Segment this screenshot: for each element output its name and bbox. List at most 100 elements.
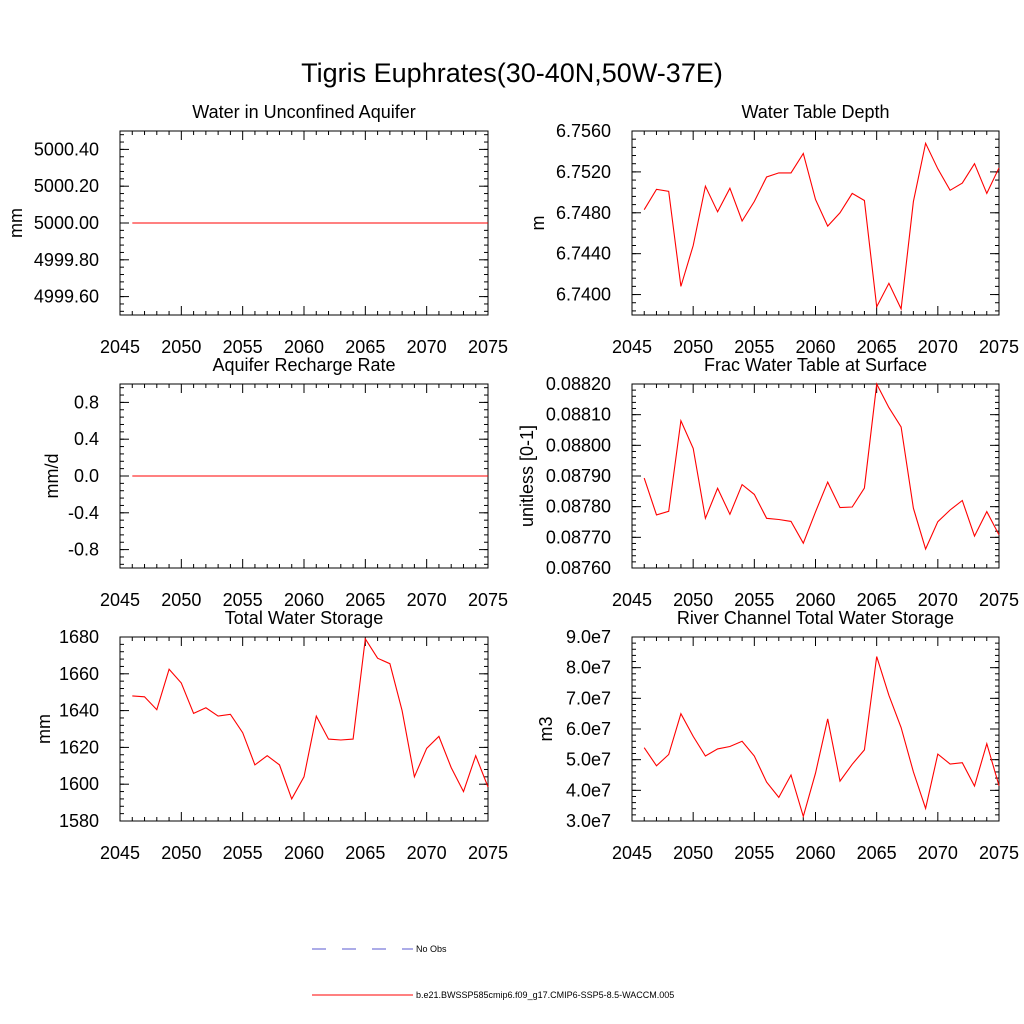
series-line (643, 382, 1000, 551)
y-tick-label: 1660 (59, 664, 99, 684)
chart-panel-2: Water Table Depth m 2045 2050 2055 2060 2065 20… (528, 102, 1019, 357)
x-tick-label: 2060 (795, 843, 835, 863)
x-tick-label: 2070 (407, 843, 447, 863)
series-line (132, 637, 489, 801)
y-tick-label: 0.0 (74, 466, 99, 486)
y-tick-label: 0.08770 (546, 527, 611, 547)
x-tick-label: 2055 (734, 590, 774, 610)
x-tick-label: 2070 (918, 337, 958, 357)
x-tick-label: 2045 (612, 843, 652, 863)
x-tick-label: 2065 (857, 843, 897, 863)
panel-title: River Channel Total Water Storage (677, 608, 954, 628)
y-tick-label: 0.08820 (546, 374, 611, 394)
x-tick-label: 2070 (918, 590, 958, 610)
x-tick-label: 2075 (979, 590, 1019, 610)
x-tick-label: 2050 (673, 843, 713, 863)
x-tick-label: 2055 (223, 337, 263, 357)
chart-panel-3: Aquifer Recharge Rate mm/d 2045 2050 2055 206… (42, 355, 508, 610)
panel-title: Aquifer Recharge Rate (212, 355, 395, 375)
y-tick-label: 0.08810 (546, 405, 611, 425)
series-line (643, 656, 1000, 819)
x-tick-label: 2055 (734, 843, 774, 863)
panel-title: Water Table Depth (741, 102, 889, 122)
y-tick-label: -0.8 (68, 540, 99, 560)
plot-frame (631, 383, 1000, 569)
y-tick-label: 6.7560 (556, 121, 611, 141)
x-tick-label: 2070 (407, 337, 447, 357)
x-tick-label: 2060 (284, 843, 324, 863)
x-tick-label: 2060 (284, 337, 324, 357)
y-axis-label: mm/d (42, 454, 62, 499)
y-tick-label: 1620 (59, 737, 99, 757)
plot-frame (631, 130, 1000, 316)
y-tick-label: 0.08760 (546, 558, 611, 578)
chart-panel-5: Total Water Storage mm 2045 2050 2055 2060 206… (34, 608, 508, 863)
x-tick-label: 2050 (673, 337, 713, 357)
y-tick-label: 4.0e7 (566, 780, 611, 800)
x-tick-label: 2060 (284, 590, 324, 610)
y-tick-label: 1640 (59, 701, 99, 721)
x-tick-label: 2045 (100, 337, 140, 357)
x-tick-label: 2070 (407, 590, 447, 610)
y-tick-label: 0.4 (74, 429, 99, 449)
x-tick-label: 2055 (223, 590, 263, 610)
y-tick-label: 4999.80 (34, 250, 99, 270)
legend: No Obs b.e21.BWSSP585cmip6.f09_g17.CMIP6-… (312, 944, 674, 1000)
x-tick-label: 2055 (223, 843, 263, 863)
y-tick-label: 0.08800 (546, 435, 611, 455)
x-tick-label: 2050 (161, 590, 201, 610)
x-tick-label: 2060 (795, 590, 835, 610)
y-tick-label: 0.8 (74, 392, 99, 412)
panel-title: Frac Water Table at Surface (704, 355, 927, 375)
y-axis-label: m (528, 216, 548, 231)
y-tick-label: 6.7520 (556, 162, 611, 182)
figure-title: Tigris Euphrates(30-40N,50W-37E) (301, 58, 723, 88)
panel-title: Water in Unconfined Aquifer (192, 102, 415, 122)
x-tick-label: 2065 (345, 590, 385, 610)
plot-frame (631, 636, 1000, 822)
y-axis-label: mm (34, 714, 54, 744)
y-axis-label: m3 (536, 716, 556, 741)
x-tick-label: 2070 (918, 843, 958, 863)
chart-panel-1: Water in Unconfined Aquifer mm 2045 2050 205… (6, 102, 508, 357)
y-tick-label: 6.7480 (556, 203, 611, 223)
y-tick-label: 7.0e7 (566, 688, 611, 708)
x-tick-label: 2050 (161, 843, 201, 863)
x-tick-label: 2050 (161, 337, 201, 357)
x-tick-label: 2065 (857, 337, 897, 357)
y-tick-label: 5000.40 (34, 139, 99, 159)
y-axis-label: unitless [0-1] (517, 425, 537, 527)
y-tick-label: 5000.00 (34, 213, 99, 233)
y-tick-label: 6.0e7 (566, 719, 611, 739)
y-tick-label: 1600 (59, 774, 99, 794)
legend-label: No Obs (416, 944, 447, 954)
y-tick-label: 5.0e7 (566, 750, 611, 770)
x-tick-label: 2050 (673, 590, 713, 610)
x-tick-label: 2075 (979, 337, 1019, 357)
y-tick-label: -0.4 (68, 503, 99, 523)
legend-label: b.e21.BWSSP585cmip6.f09_g17.CMIP6-SSP5-8… (416, 990, 674, 1000)
x-tick-label: 2060 (795, 337, 835, 357)
chart-panel-4: Frac Water Table at Surface unitless [0-1… (517, 355, 1019, 610)
y-tick-label: 6.7440 (556, 244, 611, 264)
x-tick-label: 2065 (345, 337, 385, 357)
y-tick-label: 4999.60 (34, 287, 99, 307)
x-tick-label: 2065 (857, 590, 897, 610)
x-tick-label: 2075 (468, 590, 508, 610)
y-tick-label: 0.08790 (546, 466, 611, 486)
x-tick-label: 2045 (100, 590, 140, 610)
panel-title: Total Water Storage (225, 608, 383, 628)
x-tick-label: 2055 (734, 337, 774, 357)
y-tick-label: 5000.20 (34, 176, 99, 196)
plot-frame (119, 636, 489, 822)
x-tick-label: 2075 (979, 843, 1019, 863)
x-tick-label: 2045 (612, 590, 652, 610)
chart-panel-6: River Channel Total Water Storage m3 2045 2… (536, 608, 1019, 863)
y-tick-label: 3.0e7 (566, 811, 611, 831)
x-tick-label: 2075 (468, 843, 508, 863)
x-tick-label: 2045 (100, 843, 140, 863)
x-tick-label: 2065 (345, 843, 385, 863)
x-tick-label: 2075 (468, 337, 508, 357)
y-axis-label: mm (6, 208, 26, 238)
